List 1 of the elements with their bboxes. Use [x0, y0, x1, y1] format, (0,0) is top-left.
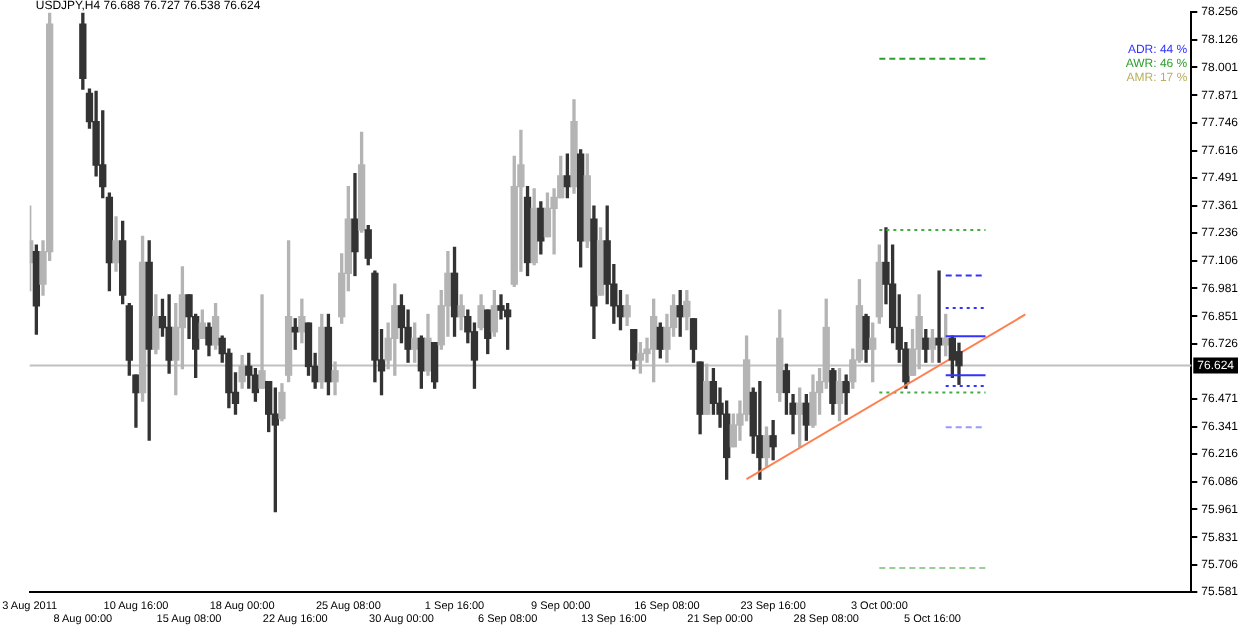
candlestick: [756, 380, 764, 480]
